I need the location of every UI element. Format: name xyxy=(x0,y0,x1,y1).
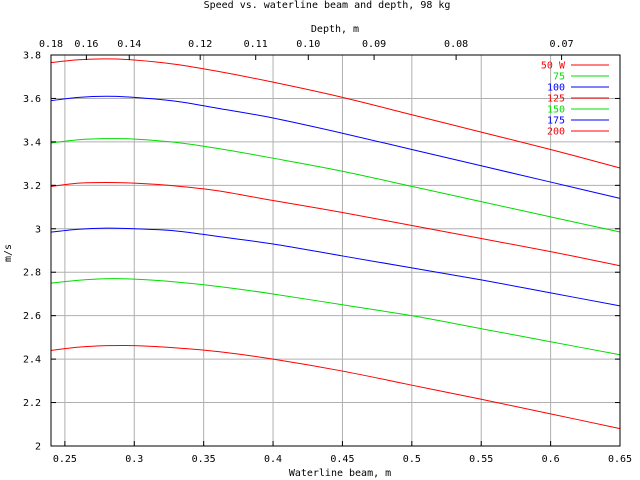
y-tick-label: 3.6 xyxy=(23,94,41,105)
series-line xyxy=(50,138,621,233)
legend-label: 175 xyxy=(547,116,565,127)
y-tick-label: 2.8 xyxy=(23,268,41,279)
plot-border xyxy=(50,54,621,447)
legend-label: 200 xyxy=(547,127,565,138)
legend-label: 50 W xyxy=(541,61,566,72)
x-tick-label: 0.35 xyxy=(192,454,216,465)
top-tick-label: 0.14 xyxy=(117,39,141,50)
y-tick-label: 2.6 xyxy=(23,311,41,322)
y-axis-label: m/s xyxy=(3,244,14,262)
legend-label: 75 xyxy=(553,72,565,83)
series-line xyxy=(50,58,621,169)
top-tick-label: 0.12 xyxy=(188,39,212,50)
x-tick-label: 0.3 xyxy=(125,454,143,465)
grid xyxy=(51,54,621,447)
legend-label: 150 xyxy=(547,105,565,116)
legend-label: 125 xyxy=(547,94,565,105)
y-tick-label: 2.2 xyxy=(23,398,41,409)
x-tick-label: 0.65 xyxy=(608,454,632,465)
top-tick-label: 0.07 xyxy=(550,39,574,50)
x-tick-label: 0.55 xyxy=(469,454,493,465)
x-tick-label: 0.5 xyxy=(403,454,421,465)
top-tick-label: 0.18 xyxy=(39,39,63,50)
x-tick-label: 0.25 xyxy=(53,454,77,465)
top-tick-label: 0.16 xyxy=(74,39,98,50)
series-line xyxy=(50,182,621,267)
y-tick-label: 3.2 xyxy=(23,181,41,192)
x-tick-label: 0.4 xyxy=(264,454,282,465)
y-tick-label: 3 xyxy=(35,224,41,235)
top-tick-label: 0.10 xyxy=(296,39,320,50)
series-line xyxy=(50,344,621,430)
series-line xyxy=(50,278,621,356)
legend-label: 100 xyxy=(547,83,565,94)
x-tick-label: 0.45 xyxy=(330,454,354,465)
y-tick-label: 3.4 xyxy=(23,137,41,148)
top-axis-label: Depth, m xyxy=(311,24,359,35)
ticks: 0.25 0.3 0.35 0.4 0.45 0.5 0.55 0.6 0.65 2 2.2 2.4 2… xyxy=(23,39,632,465)
x-tick-label: 0.6 xyxy=(542,454,560,465)
series-line xyxy=(50,227,621,307)
y-tick-label: 2.4 xyxy=(23,355,41,366)
top-tick-label: 0.09 xyxy=(362,39,386,50)
x-axis-label: Waterline beam, m xyxy=(289,468,391,479)
top-tick-label: 0.11 xyxy=(244,39,268,50)
y-tick-label: 3.8 xyxy=(23,51,41,62)
chart-title: Speed vs. waterline beam and depth, 98 k… xyxy=(204,0,451,11)
series-line xyxy=(50,95,621,199)
frame xyxy=(50,54,621,447)
y-tick-label: 2 xyxy=(35,442,41,453)
top-tick-label: 0.08 xyxy=(444,39,468,50)
series-layer xyxy=(50,58,621,430)
